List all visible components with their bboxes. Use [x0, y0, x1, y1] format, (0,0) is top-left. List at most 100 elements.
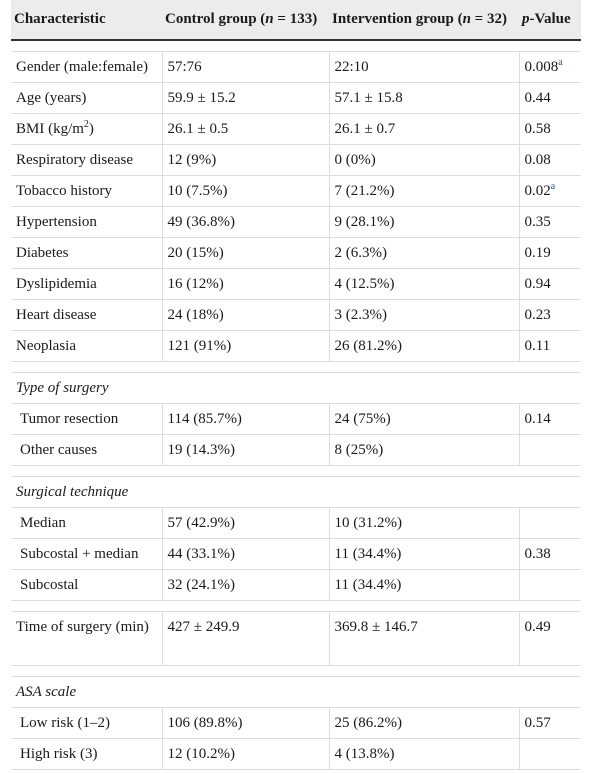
intervention-value: 4 (13.8%)	[329, 738, 520, 770]
table-row: Low risk (1–2) 106 (89.8%) 25 (86.2%) 0.…	[11, 707, 581, 739]
row-label: Gender (male:female)	[11, 51, 163, 83]
intervention-value: 9 (28.1%)	[329, 206, 520, 238]
p-value: 0.23	[519, 299, 581, 331]
table-row: Tumor resection 114 (85.7%) 24 (75%) 0.1…	[11, 403, 581, 435]
table-row: Subcostal 32 (24.1%) 11 (34.4%)	[11, 569, 581, 601]
intervention-value: 25 (86.2%)	[329, 707, 520, 739]
p-value: 0.11	[519, 330, 581, 362]
section-header-technique: Surgical technique	[11, 476, 581, 508]
row-label: Age (years)	[11, 82, 163, 114]
control-value: 32 (24.1%)	[162, 569, 330, 601]
intervention-value: 22:10	[329, 51, 520, 83]
p-value: 0.008a	[519, 51, 581, 83]
control-value: 10 (7.5%)	[162, 175, 330, 207]
table-row: Time of surgery (min) 427 ± 249.9 369.8 …	[11, 611, 581, 666]
row-label: Other causes	[11, 434, 163, 466]
table-row: High risk (3) 12 (10.2%) 4 (13.8%)	[11, 738, 581, 770]
table-row: Neoplasia 121 (91%) 26 (81.2%) 0.11	[11, 330, 581, 362]
control-value: 20 (15%)	[162, 237, 330, 269]
p-value: 0.14	[519, 403, 581, 435]
header-intervention: Intervention group (n = 32)	[329, 0, 519, 41]
intervention-value: 369.8 ± 146.7	[329, 611, 520, 666]
p-value: 0.35	[519, 206, 581, 238]
control-value: 57 (42.9%)	[162, 507, 330, 539]
p-value: 0.94	[519, 268, 581, 300]
header-characteristic: Characteristic	[11, 0, 162, 41]
table-row: Age (years) 59.9 ± 15.2 57.1 ± 15.8 0.44	[11, 82, 581, 114]
row-label: Diabetes	[11, 237, 163, 269]
intervention-value: 4 (12.5%)	[329, 268, 520, 300]
control-value: 57:76	[162, 51, 330, 83]
intervention-value: 10 (31.2%)	[329, 507, 520, 539]
p-value: 0.49	[519, 611, 581, 666]
intervention-value: 11 (34.4%)	[329, 538, 520, 570]
footnote-link[interactable]: a	[550, 180, 556, 192]
characteristics-table: Characteristic Control group (n = 133) I…	[11, 0, 581, 770]
row-label: Respiratory disease	[11, 144, 163, 176]
control-value: 19 (14.3%)	[162, 434, 330, 466]
row-label: Subcostal	[11, 569, 163, 601]
intervention-value: 3 (2.3%)	[329, 299, 520, 331]
control-value: 59.9 ± 15.2	[162, 82, 330, 114]
intervention-value: 26.1 ± 0.7	[329, 113, 520, 145]
p-value: 0.58	[519, 113, 581, 145]
intervention-value: 24 (75%)	[329, 403, 520, 435]
p-value: 0.19	[519, 237, 581, 269]
p-value	[519, 569, 581, 601]
row-label: BMI (kg/m2)	[11, 113, 163, 145]
control-value: 427 ± 249.9	[162, 611, 330, 666]
control-value: 16 (12%)	[162, 268, 330, 300]
section-header-surgery-type: Type of surgery	[11, 372, 581, 404]
intervention-value: 8 (25%)	[329, 434, 520, 466]
intervention-value: 26 (81.2%)	[329, 330, 520, 362]
row-label: Time of surgery (min)	[11, 611, 163, 666]
row-label: Neoplasia	[11, 330, 163, 362]
row-label: Tumor resection	[11, 403, 163, 435]
p-value: 0.44	[519, 82, 581, 114]
p-value: 0.38	[519, 538, 581, 570]
table-row: Gender (male:female) 57:76 22:10 0.008a	[11, 51, 581, 83]
p-value: 0.02a	[519, 175, 581, 207]
p-value	[519, 738, 581, 770]
section-header-asa: ASA scale	[11, 676, 581, 708]
control-value: 44 (33.1%)	[162, 538, 330, 570]
table-row: Heart disease 24 (18%) 3 (2.3%) 0.23	[11, 299, 581, 331]
control-value: 26.1 ± 0.5	[162, 113, 330, 145]
control-value: 24 (18%)	[162, 299, 330, 331]
table-row: Subcostal + median 44 (33.1%) 11 (34.4%)…	[11, 538, 581, 570]
intervention-value: 7 (21.2%)	[329, 175, 520, 207]
section-title: ASA scale	[11, 676, 581, 708]
row-label: Low risk (1–2)	[11, 707, 163, 739]
row-label: Dyslipidemia	[11, 268, 163, 300]
header-control: Control group (n = 133)	[162, 0, 329, 41]
header-row: Characteristic Control group (n = 133) I…	[11, 0, 581, 41]
row-label: Tobacco history	[11, 175, 163, 207]
header-p-value: p-Value	[519, 0, 581, 41]
table-row: Respiratory disease 12 (9%) 0 (0%) 0.08	[11, 144, 581, 176]
row-label: Subcostal + median	[11, 538, 163, 570]
control-value: 114 (85.7%)	[162, 403, 330, 435]
control-value: 121 (91%)	[162, 330, 330, 362]
table-row: Diabetes 20 (15%) 2 (6.3%) 0.19	[11, 237, 581, 269]
p-value: 0.08	[519, 144, 581, 176]
control-value: 49 (36.8%)	[162, 206, 330, 238]
intervention-value: 0 (0%)	[329, 144, 520, 176]
table-row: Dyslipidemia 16 (12%) 4 (12.5%) 0.94	[11, 268, 581, 300]
control-value: 106 (89.8%)	[162, 707, 330, 739]
intervention-value: 57.1 ± 15.8	[329, 82, 520, 114]
table-row: Median 57 (42.9%) 10 (31.2%)	[11, 507, 581, 539]
intervention-value: 2 (6.3%)	[329, 237, 520, 269]
section-title: Surgical technique	[11, 476, 581, 508]
table-row: Tobacco history 10 (7.5%) 7 (21.2%) 0.02…	[11, 175, 581, 207]
table-row: Hypertension 49 (36.8%) 9 (28.1%) 0.35	[11, 206, 581, 238]
row-label: High risk (3)	[11, 738, 163, 770]
p-value: 0.57	[519, 707, 581, 739]
section-title: Type of surgery	[11, 372, 581, 404]
control-value: 12 (10.2%)	[162, 738, 330, 770]
footnote-link[interactable]: a	[558, 56, 563, 68]
table-row: BMI (kg/m2) 26.1 ± 0.5 26.1 ± 0.7 0.58	[11, 113, 581, 145]
p-value	[519, 507, 581, 539]
control-value: 12 (9%)	[162, 144, 330, 176]
row-label: Median	[11, 507, 163, 539]
row-label: Hypertension	[11, 206, 163, 238]
